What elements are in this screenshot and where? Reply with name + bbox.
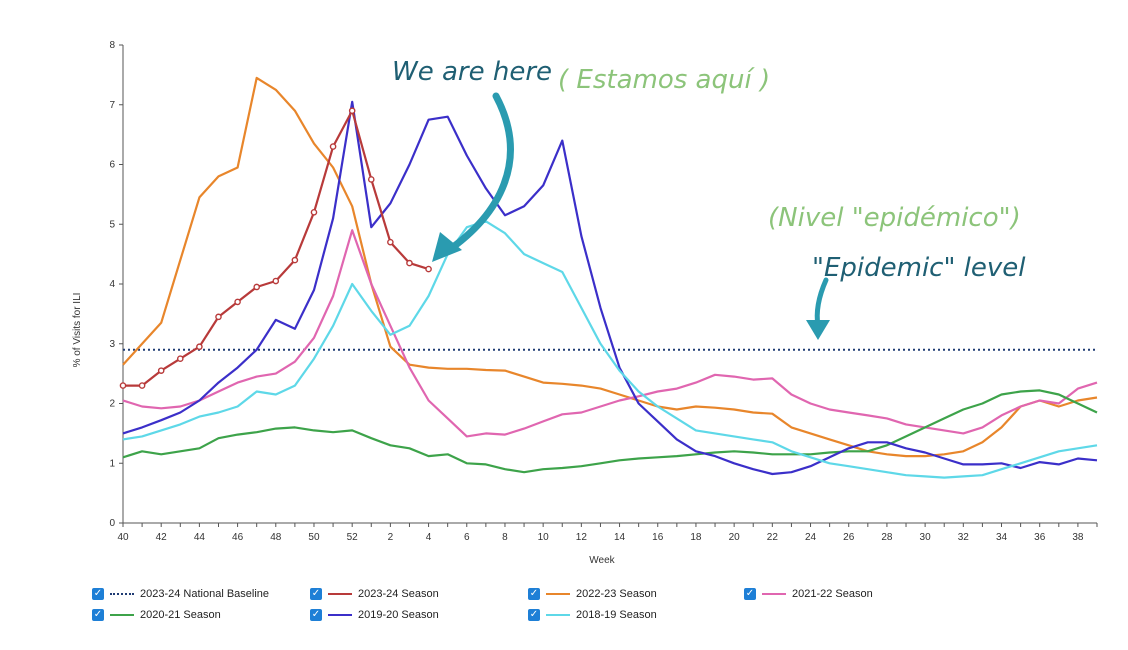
legend-label: 2023-24 Season xyxy=(358,588,439,600)
data-point xyxy=(291,256,299,264)
legend-label: 2018-19 Season xyxy=(576,609,657,621)
legend-label: 2023-24 National Baseline xyxy=(140,588,270,600)
legend-label: 2020-21 Season xyxy=(140,609,221,621)
data-point xyxy=(176,355,184,362)
data-point xyxy=(348,107,356,115)
legend-swatch xyxy=(110,614,134,616)
checkbox-checked-icon[interactable]: ✓ xyxy=(92,588,104,600)
we-are-here-arrow xyxy=(442,92,514,256)
legend-swatch xyxy=(328,614,352,616)
data-point xyxy=(406,259,413,267)
y-tick-label: 2 xyxy=(109,399,115,410)
data-point xyxy=(272,277,280,285)
x-tick-label: 50 xyxy=(308,532,320,543)
estamos-aqui-annotation: ( Estamos aquí ) xyxy=(558,65,770,95)
data-point xyxy=(310,208,318,216)
x-tick-label: 44 xyxy=(194,532,206,543)
legend-swatch xyxy=(546,614,570,616)
x-tick-label: 40 xyxy=(117,532,129,543)
legend-label: 2022-23 Season xyxy=(576,588,657,600)
checkbox-checked-icon[interactable]: ✓ xyxy=(528,609,540,621)
y-tick-label: 4 xyxy=(109,279,115,290)
series-line-2023-24-season xyxy=(123,109,429,387)
y-tick-label: 7 xyxy=(109,100,115,111)
legend-item-2019-20[interactable]: ✓ 2019-20 Season xyxy=(310,609,439,621)
x-tick-label: 14 xyxy=(614,532,626,543)
series-layer xyxy=(119,76,1098,479)
legend-swatch xyxy=(546,593,570,595)
x-tick-label: 28 xyxy=(881,532,893,543)
data-point xyxy=(425,265,432,273)
x-tick-label: 2 xyxy=(388,532,394,543)
y-axis-title: % of Visits for ILI xyxy=(72,293,83,368)
legend-swatch xyxy=(110,593,134,595)
x-tick-label: 38 xyxy=(1072,532,1084,543)
x-tick-label: 12 xyxy=(576,532,588,543)
y-tick-label: 1 xyxy=(109,458,115,469)
we-are-here-annotation: We are here xyxy=(392,57,552,87)
legend-item-2022-23[interactable]: ✓ 2022-23 Season xyxy=(528,588,657,600)
y-tick-label: 0 xyxy=(109,518,115,529)
legend-item-baseline[interactable]: ✓ 2023-24 National Baseline xyxy=(92,588,269,600)
x-tick-label: 8 xyxy=(502,532,508,543)
x-axis-title: Week xyxy=(589,555,615,566)
data-point xyxy=(138,382,146,389)
data-point xyxy=(234,298,241,306)
data-point xyxy=(253,283,260,291)
series-line-2019-20-season xyxy=(122,100,1098,476)
we-are-here-arrow-head xyxy=(432,232,462,262)
data-point xyxy=(329,143,337,150)
epidemic-level-arrow xyxy=(814,277,829,329)
nivel-epidemico-annotation: (Nivel "epidémico") xyxy=(768,203,1021,233)
checkbox-checked-icon[interactable]: ✓ xyxy=(528,588,540,600)
legend-label: 2021-22 Season xyxy=(792,588,873,600)
series-line-2018-19-season xyxy=(122,220,1098,479)
legend-item-2021-22[interactable]: ✓ 2021-22 Season xyxy=(744,588,873,600)
x-tick-label: 26 xyxy=(843,532,855,543)
data-point xyxy=(196,343,203,351)
data-point xyxy=(367,176,375,183)
data-point xyxy=(215,313,222,321)
y-tick-label: 3 xyxy=(109,339,115,350)
epidemic-level-annotation: "Epidemic" level xyxy=(812,253,1026,283)
checkbox-checked-icon[interactable]: ✓ xyxy=(92,609,104,621)
x-tick-label: 30 xyxy=(920,532,932,543)
x-tick-label: 20 xyxy=(729,532,741,543)
series-line-2020-21-season xyxy=(122,389,1098,474)
x-tick-label: 10 xyxy=(538,532,550,543)
x-tick-label: 48 xyxy=(270,532,282,543)
data-point xyxy=(119,382,127,389)
x-tick-label: 34 xyxy=(996,532,1008,543)
checkbox-checked-icon[interactable]: ✓ xyxy=(310,588,322,600)
legend-item-2020-21[interactable]: ✓ 2020-21 Season xyxy=(92,609,221,621)
y-tick-label: 5 xyxy=(109,219,115,230)
data-point xyxy=(157,367,165,374)
x-tick-label: 52 xyxy=(347,532,359,543)
series-line-2021-22-season xyxy=(122,229,1098,438)
legend-item-2018-19[interactable]: ✓ 2018-19 Season xyxy=(528,609,657,621)
y-tick-label: 8 xyxy=(109,40,115,51)
x-tick-label: 22 xyxy=(767,532,779,543)
legend-swatch xyxy=(328,593,352,595)
x-tick-label: 32 xyxy=(958,532,970,543)
x-tick-label: 46 xyxy=(232,532,244,543)
x-tick-label: 36 xyxy=(1034,532,1046,543)
x-tick-label: 42 xyxy=(156,532,168,543)
legend: ✓ 2023-24 National Baseline ✓ 2023-24 Se… xyxy=(92,584,992,634)
y-tick-label: 6 xyxy=(109,160,115,171)
x-tick-label: 24 xyxy=(805,532,817,543)
x-tick-label: 4 xyxy=(426,532,432,543)
x-tick-label: 18 xyxy=(690,532,702,543)
checkbox-checked-icon[interactable]: ✓ xyxy=(744,588,756,600)
legend-label: 2019-20 Season xyxy=(358,609,439,621)
legend-swatch xyxy=(762,593,786,595)
legend-item-2023-24[interactable]: ✓ 2023-24 Season xyxy=(310,588,439,600)
x-tick-label: 6 xyxy=(464,532,470,543)
x-tick-label: 16 xyxy=(652,532,664,543)
checkbox-checked-icon[interactable]: ✓ xyxy=(310,609,322,621)
epidemic-level-arrow-head xyxy=(806,320,830,340)
data-point xyxy=(387,238,394,246)
